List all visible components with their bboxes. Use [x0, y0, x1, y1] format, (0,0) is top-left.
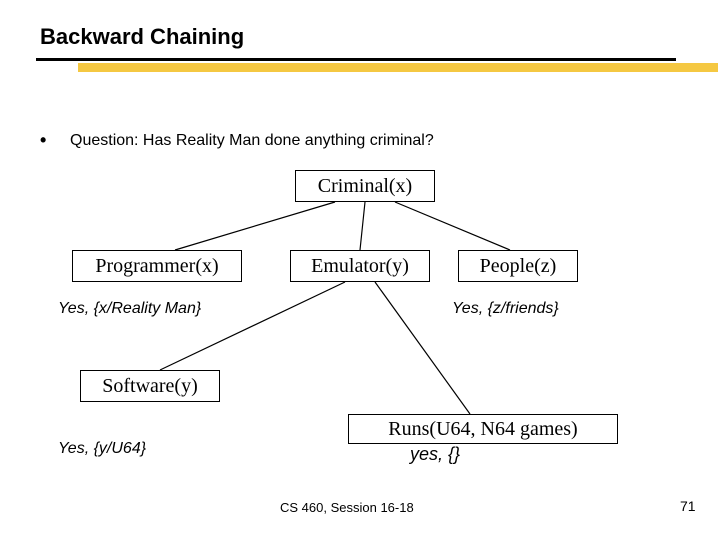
page-number: 71 — [680, 498, 696, 514]
node-programmer: Programmer(x) — [72, 250, 242, 282]
slide-title: Backward Chaining — [40, 24, 244, 50]
title-underline-yellow — [78, 63, 718, 72]
node-label: Criminal(x) — [318, 175, 412, 198]
node-label: Software(y) — [102, 375, 198, 398]
title-underline-black — [36, 58, 676, 61]
node-label: Emulator(y) — [311, 255, 409, 278]
answer-runs: yes, {} — [410, 444, 460, 465]
node-label: People(z) — [480, 255, 557, 278]
footer-text: CS 460, Session 16-18 — [280, 500, 414, 515]
answer-programmer: Yes, {x/Reality Man} — [58, 300, 201, 318]
bullet-marker: • — [40, 130, 46, 151]
node-label: Programmer(x) — [95, 255, 218, 278]
bullet-text: Question: Has Reality Man done anything … — [70, 132, 434, 150]
node-emulator: Emulator(y) — [290, 250, 430, 282]
node-label: Runs(U64, N64 games) — [388, 418, 577, 441]
node-criminal: Criminal(x) — [295, 170, 435, 202]
node-people: People(z) — [458, 250, 578, 282]
answer-people: Yes, {z/friends} — [452, 300, 559, 318]
answer-software: Yes, {y/U64} — [58, 440, 146, 458]
node-software: Software(y) — [80, 370, 220, 402]
node-runs: Runs(U64, N64 games) — [348, 414, 618, 444]
